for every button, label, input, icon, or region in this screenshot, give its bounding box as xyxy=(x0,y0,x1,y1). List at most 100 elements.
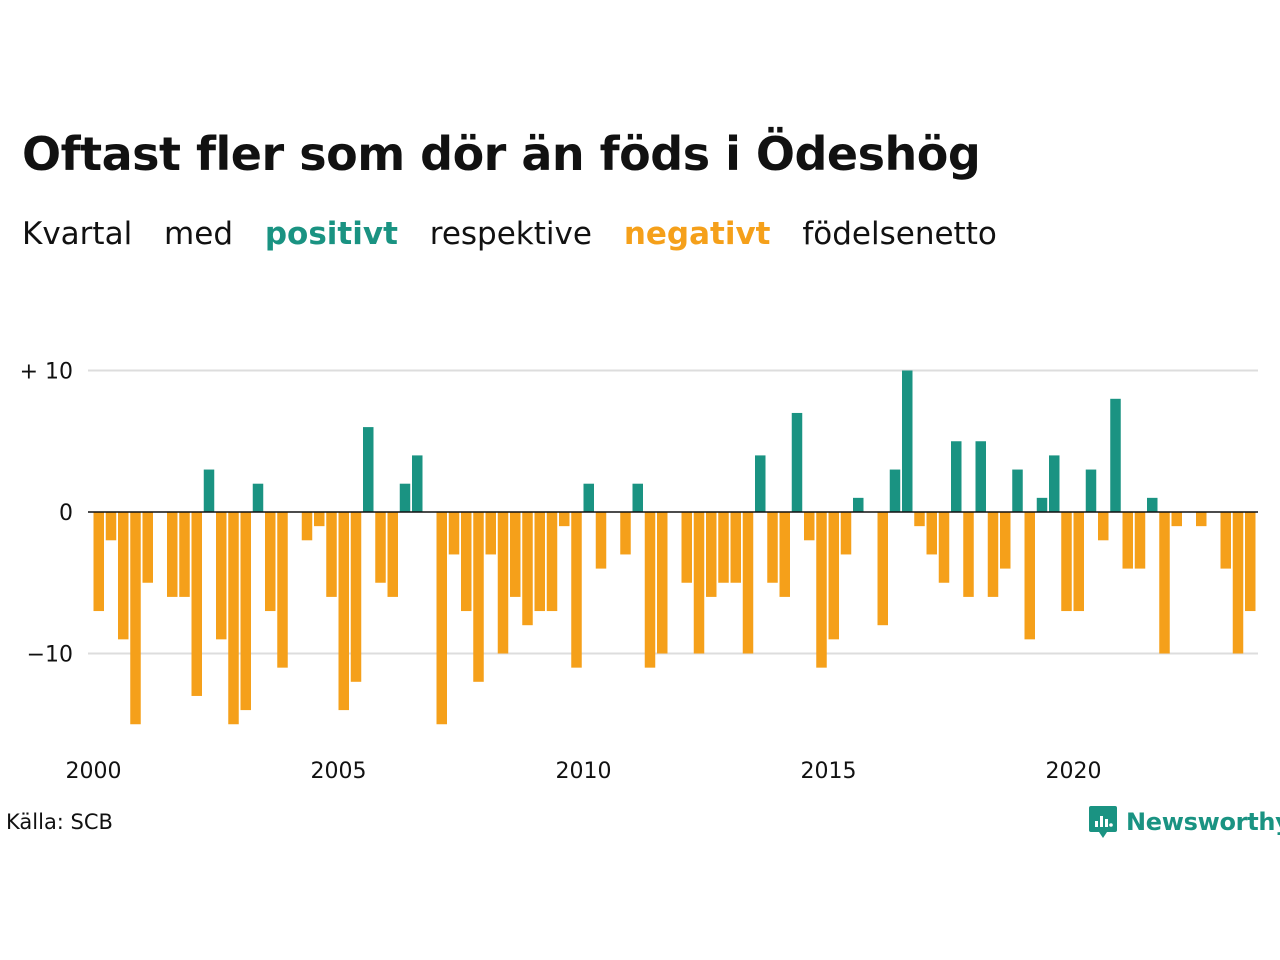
bar xyxy=(1171,512,1182,527)
bar xyxy=(522,512,533,626)
bar xyxy=(804,512,815,541)
bar xyxy=(730,512,741,583)
bar xyxy=(767,512,778,583)
newsworthy-logo-icon xyxy=(1089,806,1117,838)
bar xyxy=(1232,512,1244,654)
bar xyxy=(167,512,178,597)
bar xyxy=(277,512,288,668)
bar xyxy=(399,483,411,512)
x-axis-ticks: 2000 2005 2010 2015 2020 xyxy=(66,759,1102,784)
bar xyxy=(338,512,349,711)
bar xyxy=(1036,497,1048,512)
brand-name: Newsworthy xyxy=(1126,808,1280,836)
subtitle-negative-label: negativt xyxy=(623,216,771,252)
bar-chart: + 10 0 −10 2000 2005 2010 2015 2020 xyxy=(20,360,1258,784)
bar xyxy=(142,512,153,583)
chart-subtitle: Kvartal med positivt respektive negativt… xyxy=(22,216,1019,253)
bar xyxy=(828,512,839,640)
bar xyxy=(963,512,974,597)
bar xyxy=(595,512,607,569)
x-tick-label: 2015 xyxy=(801,759,857,784)
bar xyxy=(1024,512,1035,640)
bar xyxy=(497,512,509,654)
bar xyxy=(951,441,962,512)
bar xyxy=(534,512,545,612)
bar xyxy=(436,512,447,725)
x-tick-label: 2000 xyxy=(66,759,122,784)
bar xyxy=(902,370,913,512)
bar xyxy=(240,512,251,711)
bar xyxy=(693,512,705,654)
bar xyxy=(632,483,643,512)
subtitle-word-med: med xyxy=(164,216,233,252)
chart-title: Oftast fler som dör än föds i Ödeshög xyxy=(22,127,981,181)
bar xyxy=(987,512,999,597)
x-tick-label: 2010 xyxy=(556,759,612,784)
bar xyxy=(350,512,362,682)
bar xyxy=(571,512,582,668)
bar xyxy=(975,441,986,512)
bar xyxy=(473,512,484,682)
bar xyxy=(755,455,766,512)
bar xyxy=(1061,512,1072,612)
x-tick-label: 2020 xyxy=(1046,759,1102,784)
y-tick-label: 0 xyxy=(59,501,73,526)
bar xyxy=(105,512,117,541)
source-note: Källa: SCB xyxy=(6,810,113,834)
subtitle-word-kvartal: Kvartal xyxy=(22,216,133,252)
bar xyxy=(926,512,937,555)
bar xyxy=(657,512,668,654)
bar xyxy=(620,512,631,555)
bar xyxy=(448,512,460,555)
bar xyxy=(1110,398,1121,512)
bar xyxy=(1122,512,1133,569)
bar xyxy=(938,512,950,583)
bar xyxy=(1134,512,1146,569)
subtitle-word-fodelsenetto: födelsenetto xyxy=(802,216,997,252)
bar xyxy=(191,512,202,696)
bar xyxy=(1000,512,1011,569)
bar xyxy=(179,512,190,597)
bar xyxy=(510,512,521,597)
bars xyxy=(93,370,1256,725)
bar xyxy=(1012,469,1023,512)
subtitle-positive-label: positivt xyxy=(264,216,398,252)
bar xyxy=(387,512,398,597)
bar xyxy=(877,512,888,626)
bar xyxy=(93,512,104,612)
bar xyxy=(644,512,656,668)
bar xyxy=(314,512,325,527)
subtitle-word-respektive: respektive xyxy=(429,216,592,252)
bar xyxy=(118,512,129,640)
bar xyxy=(363,427,374,512)
bar xyxy=(412,455,423,512)
y-axis-ticks: + 10 0 −10 xyxy=(20,360,73,668)
bar xyxy=(1098,512,1109,541)
bar xyxy=(546,512,558,612)
bar xyxy=(1245,512,1256,612)
bar xyxy=(840,512,852,555)
bar xyxy=(1147,497,1158,512)
bar xyxy=(130,512,141,725)
bar xyxy=(265,512,276,612)
bar xyxy=(1159,512,1170,654)
bar xyxy=(1220,512,1231,569)
bar xyxy=(583,483,594,512)
bar xyxy=(889,469,901,512)
bar xyxy=(742,512,754,654)
bar xyxy=(1073,512,1084,612)
bar xyxy=(301,512,313,541)
bar xyxy=(853,497,864,512)
bar xyxy=(252,483,264,512)
bar xyxy=(485,512,496,555)
bar xyxy=(779,512,790,597)
y-tick-label: + 10 xyxy=(20,360,73,385)
bar xyxy=(681,512,692,583)
bar xyxy=(1196,512,1207,527)
bar xyxy=(216,512,227,640)
x-tick-label: 2005 xyxy=(311,759,367,784)
bar xyxy=(706,512,717,597)
bar xyxy=(326,512,337,597)
bar xyxy=(1085,469,1097,512)
bar xyxy=(559,512,570,527)
